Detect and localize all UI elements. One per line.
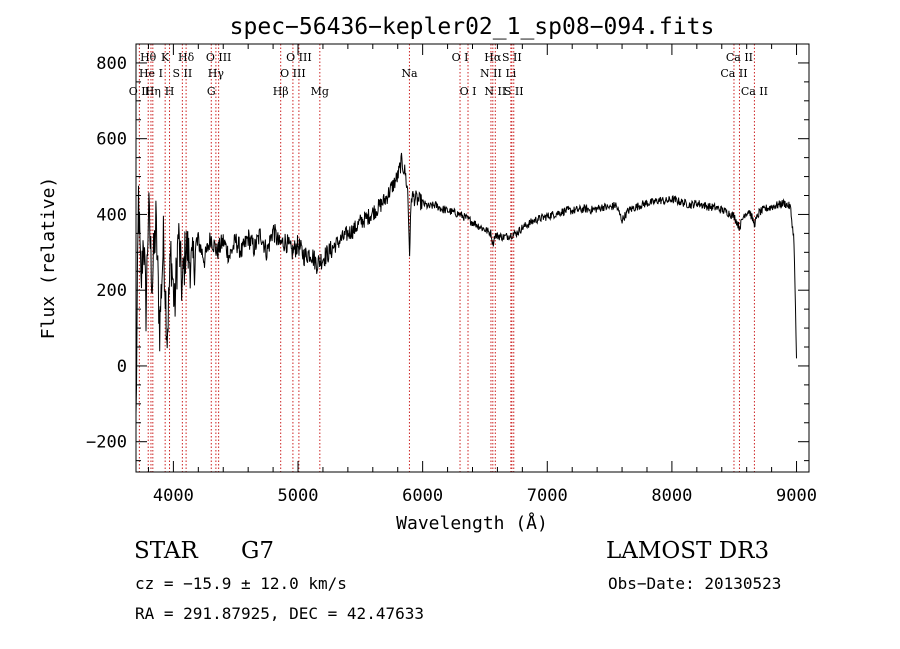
plot-frame <box>135 43 810 473</box>
line-marker-label: K <box>161 51 170 64</box>
y-tick-label: 800 <box>96 54 127 74</box>
redshift-value: cz = −15.9 ± 12.0 km/s <box>135 574 347 593</box>
line-marker-label: Ca II <box>726 51 753 64</box>
line-marker-label: O III <box>286 51 312 64</box>
line-marker-label: S II <box>172 67 192 80</box>
x-tick-label: 4000 <box>153 486 194 506</box>
chart-title: spec−56436−kepler02_1_sp08−094.fits <box>230 14 715 40</box>
emission-line-markers <box>138 44 755 472</box>
line-marker-label: O I <box>452 51 469 64</box>
line-marker-label: Na <box>401 67 418 80</box>
spectrum-line <box>135 152 797 414</box>
y-tick-label: 400 <box>96 205 127 225</box>
y-axis-label: Flux (relative) <box>38 177 59 340</box>
line-marker-label: He I <box>139 67 163 80</box>
x-tick-label: 6000 <box>402 486 443 506</box>
x-tick-label: 5000 <box>278 486 319 506</box>
line-marker-label: Hη <box>145 85 161 98</box>
line-marker-label: O I <box>460 85 477 98</box>
line-marker-label: Ca II <box>741 85 768 98</box>
line-marker-label: S II <box>502 51 522 64</box>
object-class: STAR <box>134 538 198 564</box>
x-axis: 4000 5000 6000 7000 8000 9000 <box>147 44 817 506</box>
line-marker-label: Mg <box>311 85 329 98</box>
y-axis: −200 0 200 400 600 800 <box>86 43 809 462</box>
y-tick-label: 0 <box>117 357 127 377</box>
line-marker-label: O III <box>206 51 232 64</box>
y-tick-label: −200 <box>86 433 127 453</box>
line-marker-label: O III <box>280 67 306 80</box>
line-marker-label: Ca II <box>720 67 747 80</box>
x-tick-label: 9000 <box>776 486 817 506</box>
x-axis-label: Wavelength (Å) <box>396 512 548 534</box>
line-marker-label: Hγ <box>208 67 225 80</box>
emission-line-labels: O II Hθ He I Hη K H S II Hδ G Hγ O III Hβ O III O III… <box>129 51 768 98</box>
line-marker-label: H <box>165 85 175 98</box>
line-marker-label: Hα <box>484 51 502 64</box>
object-subclass: G7 <box>241 538 275 564</box>
line-marker-label: Hβ <box>273 85 289 98</box>
x-tick-label: 8000 <box>651 486 692 506</box>
line-marker-label: O II <box>129 85 150 98</box>
x-tick-label: 7000 <box>527 486 568 506</box>
line-marker-label: Hθ <box>140 51 157 64</box>
line-marker-label: N II <box>484 85 506 98</box>
coordinates: RA = 291.87925, DEC = 42.47633 <box>135 604 424 623</box>
survey-name: LAMOST DR3 <box>606 538 770 564</box>
line-marker-label: N II <box>480 67 502 80</box>
line-marker-label: Li <box>505 67 516 80</box>
y-tick-label: 600 <box>96 130 127 150</box>
line-marker-label: G <box>207 85 216 98</box>
line-marker-label: Hδ <box>178 51 195 64</box>
observation-date: Obs−Date: 20130523 <box>608 574 782 593</box>
line-marker-label: S II <box>504 85 524 98</box>
y-tick-label: 200 <box>96 281 127 301</box>
